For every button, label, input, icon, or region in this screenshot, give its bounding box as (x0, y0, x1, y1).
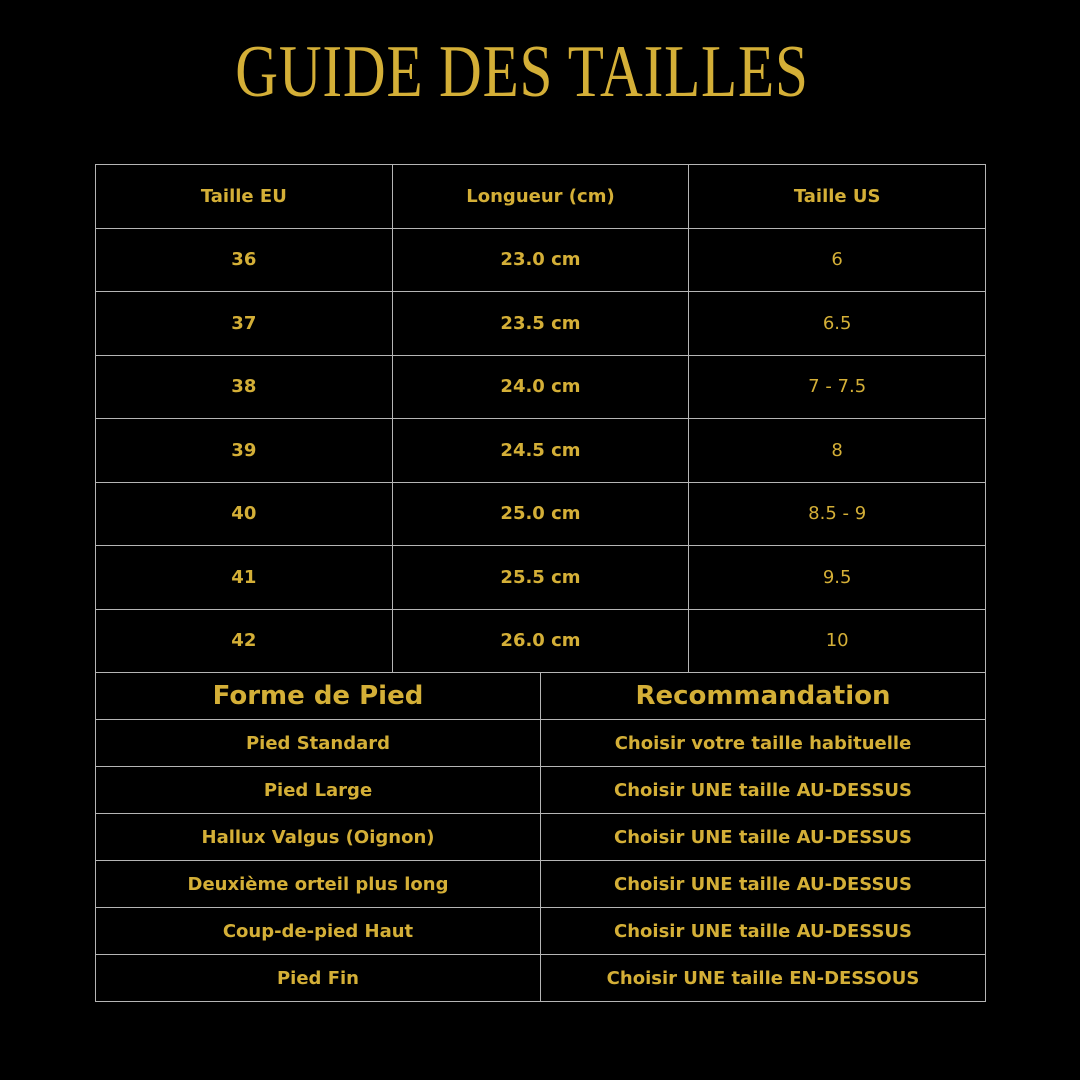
foot-shape-cell: Deuxième orteil plus long (95, 860, 541, 908)
table-row: 36 23.0 cm 6 (95, 227, 986, 292)
us-size-cell: 10 (688, 608, 986, 673)
table-row: 37 23.5 cm 6.5 (95, 291, 986, 356)
header-foot-shape: Forme de Pied (95, 672, 541, 720)
eu-size-cell: 42 (95, 608, 393, 673)
foot-shape-cell: Pied Fin (95, 954, 541, 1002)
eu-size-cell: 41 (95, 545, 393, 610)
length-cell: 26.0 cm (391, 608, 690, 673)
recommendation-cell: Choisir UNE taille AU-DESSUS (540, 907, 986, 955)
header-length: Longueur (cm) (391, 164, 690, 229)
table-row: Deuxième orteil plus long Choisir UNE tai… (95, 860, 986, 908)
table-row: 40 25.0 cm 8.5 - 9 (95, 481, 986, 546)
eu-size-cell: 38 (95, 354, 393, 419)
length-cell: 25.0 cm (391, 481, 690, 546)
size-table-header: Taille EU Longueur (cm) Taille US (95, 164, 986, 229)
recommendation-cell: Choisir votre taille habituelle (540, 719, 986, 767)
header-recommendation: Recommandation (540, 672, 986, 720)
us-size-cell: 8.5 - 9 (688, 481, 986, 546)
us-size-cell: 7 - 7.5 (688, 354, 986, 419)
recommendation-cell: Choisir UNE taille EN-DESSOUS (540, 954, 986, 1002)
table-row: Hallux Valgus (Oignon) Choisir UNE taille… (95, 813, 986, 861)
foot-shape-cell: Coup-de-pied Haut (95, 907, 541, 955)
header-eu: Taille EU (95, 164, 393, 229)
length-cell: 23.0 cm (391, 227, 690, 292)
table-row: Coup-de-pied Haut Choisir UNE taille AU-D… (95, 907, 986, 955)
length-cell: 24.0 cm (391, 354, 690, 419)
eu-size-cell: 39 (95, 418, 393, 483)
foot-shape-cell: Hallux Valgus (Oignon) (95, 813, 541, 861)
us-size-cell: 6.5 (688, 291, 986, 356)
recommendation-cell: Choisir UNE taille AU-DESSUS (540, 813, 986, 861)
eu-size-cell: 40 (95, 481, 393, 546)
table-row: 42 26.0 cm 10 (95, 608, 986, 673)
length-cell: 25.5 cm (391, 545, 690, 610)
length-cell: 23.5 cm (391, 291, 690, 356)
recommendation-cell: Choisir UNE taille AU-DESSUS (540, 766, 986, 814)
recommendation-cell: Choisir UNE taille AU-DESSUS (540, 860, 986, 908)
foot-shape-table: Forme de Pied Recommandation Pied Standa… (95, 672, 986, 1002)
length-cell: 24.5 cm (391, 418, 690, 483)
table-row: Pied Large Choisir UNE taille AU-DESSUS (95, 766, 986, 814)
eu-size-cell: 37 (95, 291, 393, 356)
foot-shape-cell: Pied Large (95, 766, 541, 814)
size-table: Taille EU Longueur (cm) Taille US 36 23.0… (95, 164, 986, 673)
foot-table-header: Forme de Pied Recommandation (95, 672, 986, 720)
table-row: Pied Fin Choisir UNE taille EN-DESSOUS (95, 954, 986, 1002)
table-row: 41 25.5 cm 9.5 (95, 545, 986, 610)
page-title: GUIDE DES TAILLES (235, 31, 809, 113)
table-row: 38 24.0 cm 7 - 7.5 (95, 354, 986, 419)
us-size-cell: 6 (688, 227, 986, 292)
us-size-cell: 9.5 (688, 545, 986, 610)
header-us: Taille US (688, 164, 986, 229)
foot-shape-cell: Pied Standard (95, 719, 541, 767)
us-size-cell: 8 (688, 418, 986, 483)
table-row: 39 24.5 cm 8 (95, 418, 986, 483)
eu-size-cell: 36 (95, 227, 393, 292)
table-row: Pied Standard Choisir votre taille habitu… (95, 719, 986, 767)
